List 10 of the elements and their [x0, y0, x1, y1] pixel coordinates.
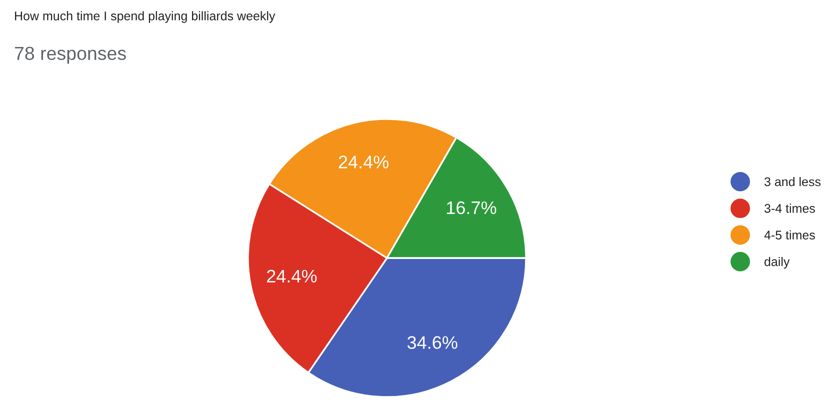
- text: 78 responses: [14, 46, 126, 64]
- data-label: 24.4%: [267, 270, 317, 282]
- data-label: 24.4%: [338, 156, 389, 168]
- legend-label: 4-5 times: [764, 230, 815, 240]
- data-label: 34.6%: [407, 336, 458, 349]
- data-label: 16.7%: [447, 201, 496, 214]
- legend-label: 3 and less: [764, 177, 821, 186]
- text: How much time I spend playing billiards weekly: [15, 11, 276, 23]
- legend-label: 3-4 times: [764, 204, 815, 213]
- legend-label: daily: [764, 256, 790, 269]
